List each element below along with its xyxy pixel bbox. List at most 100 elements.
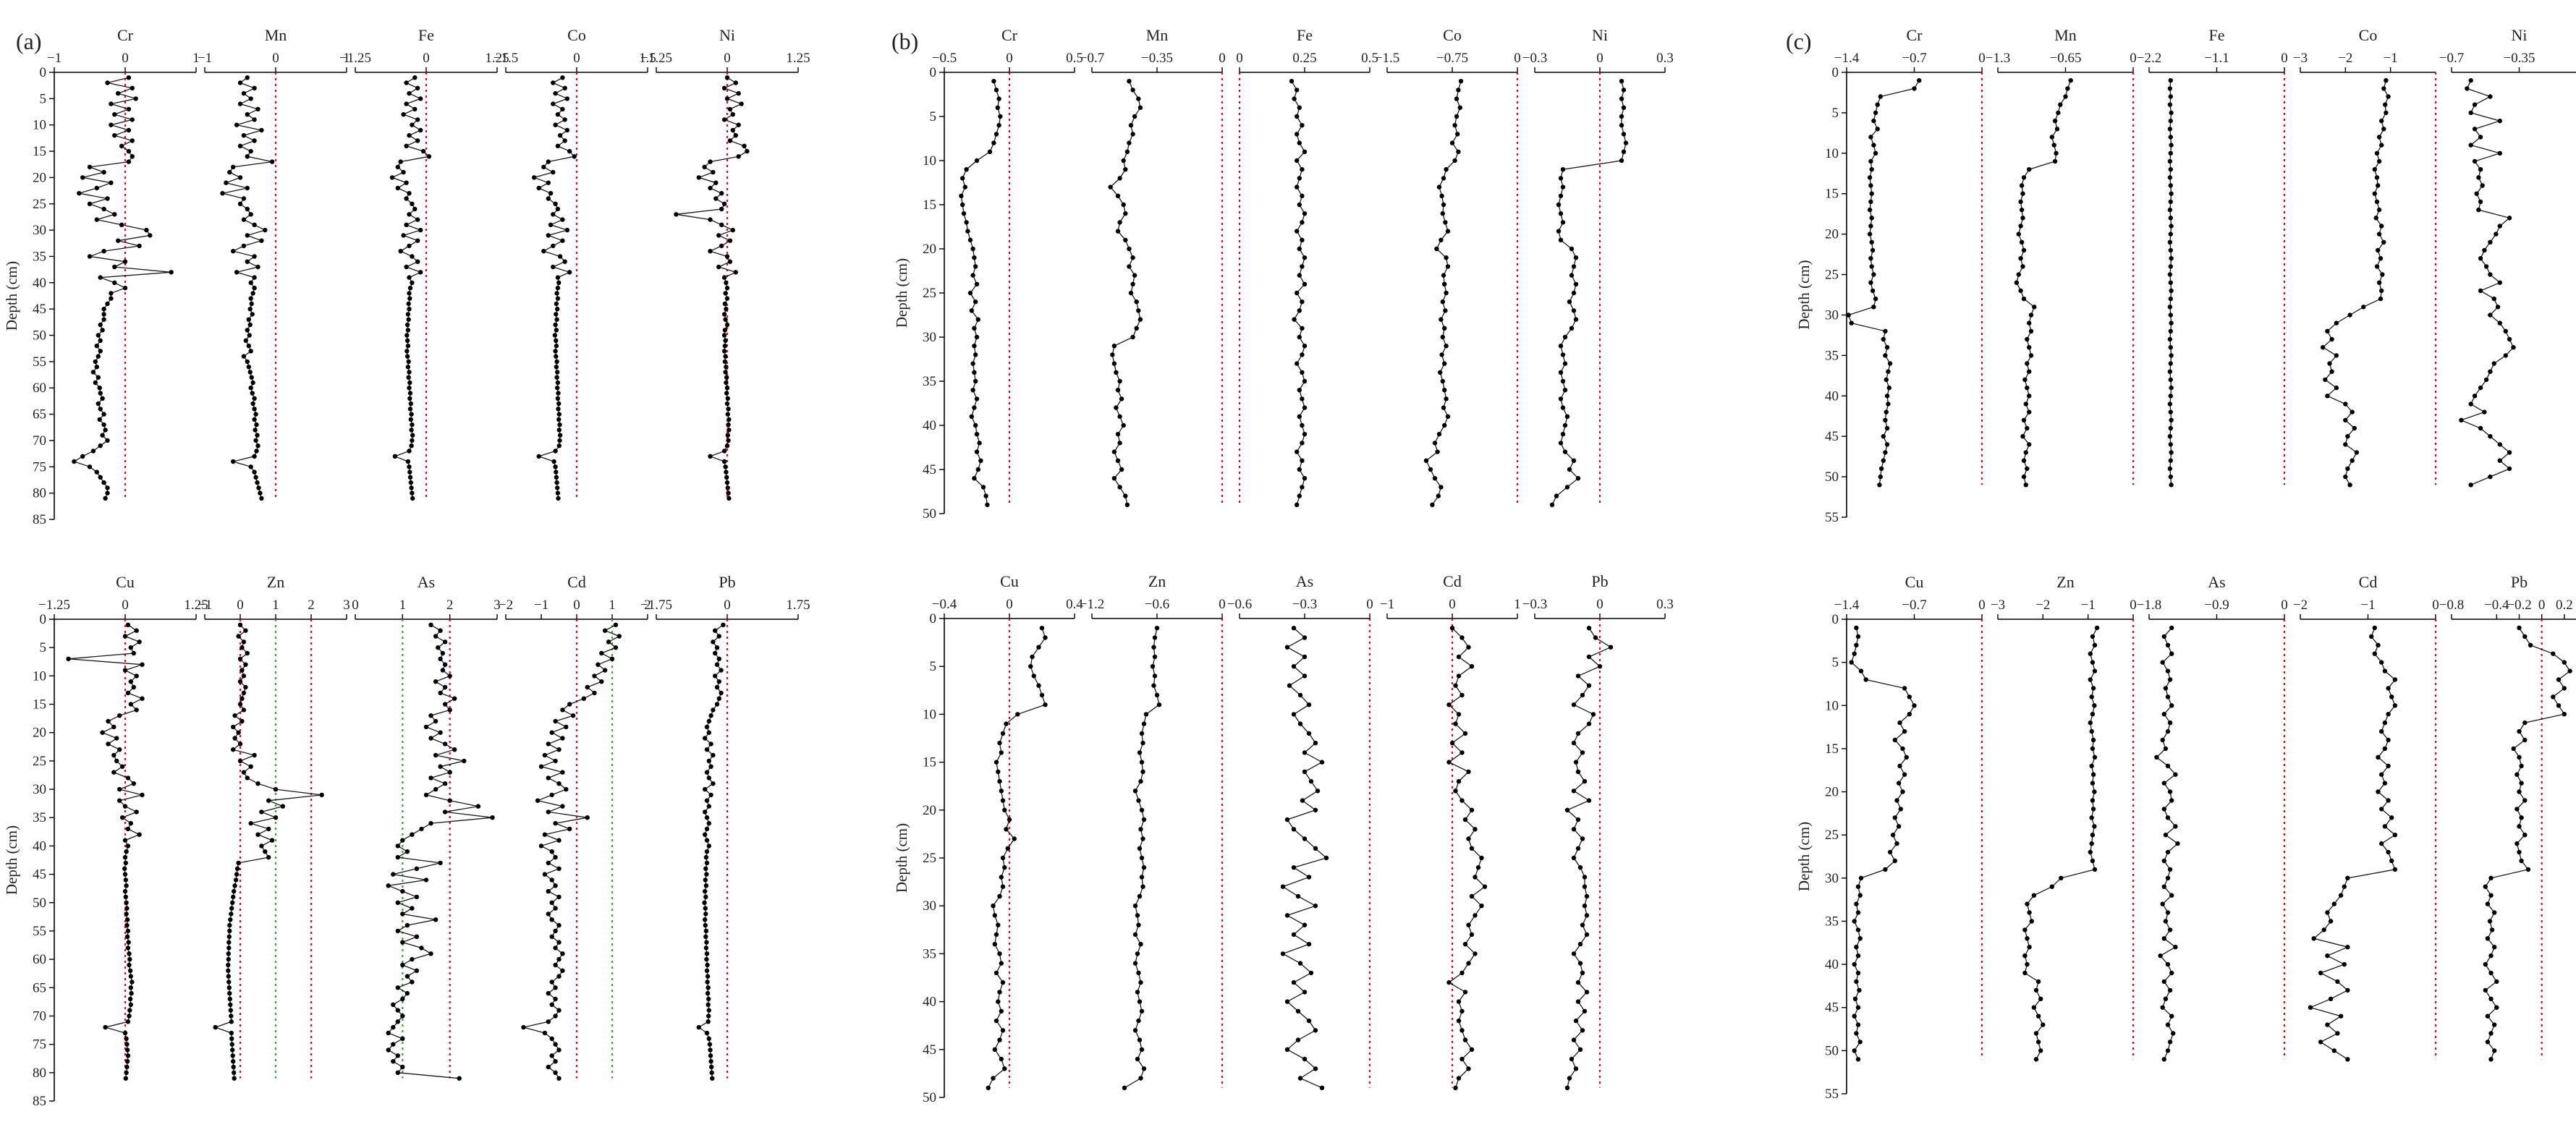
- y-tick-label: 25: [33, 754, 46, 769]
- data-point: [991, 1076, 996, 1081]
- data-point: [996, 769, 1001, 775]
- data-point: [2163, 746, 2169, 752]
- x-tick-label: 0: [2281, 598, 2288, 613]
- data-point: [1881, 336, 1886, 342]
- data-point: [1313, 807, 1318, 813]
- data-point: [2033, 1031, 2039, 1036]
- data-point: [1137, 1037, 1143, 1042]
- data-point: [2167, 789, 2173, 794]
- data-point: [404, 322, 410, 328]
- data-point: [80, 175, 85, 180]
- y-tick-label: 25: [923, 286, 936, 301]
- data-point: [723, 291, 728, 296]
- data-point: [716, 634, 721, 639]
- data-point: [1030, 654, 1035, 660]
- data-point: [554, 338, 559, 343]
- data-point: [442, 809, 448, 815]
- data-point: [1442, 422, 1447, 428]
- data-point: [997, 893, 1002, 899]
- subplot-a-pb: Pb−1.75 0 1.75: [640, 573, 810, 1081]
- data-point: [231, 894, 236, 900]
- data-point: [2468, 110, 2473, 116]
- data-point: [1302, 281, 1308, 286]
- data-point: [415, 259, 420, 264]
- data-point: [1459, 970, 1465, 976]
- data-point: [2485, 1013, 2491, 1019]
- data-point: [1569, 246, 1575, 252]
- profile-line: [72, 77, 171, 499]
- data-point: [535, 798, 541, 803]
- data-point: [2376, 280, 2382, 285]
- data-point: [2376, 158, 2382, 164]
- data-point: [280, 804, 285, 809]
- data-point: [1300, 422, 1305, 428]
- data-point: [2478, 425, 2483, 431]
- x-tick-label: 1: [1514, 597, 1521, 612]
- x-tick-label: −2: [2293, 598, 2308, 613]
- data-point: [2168, 118, 2173, 124]
- data-point: [124, 1059, 130, 1064]
- data-point: [1302, 769, 1308, 775]
- data-point: [1295, 361, 1300, 366]
- data-point: [412, 106, 418, 112]
- subplot-b-as: As−0.6 −0.3 0: [1227, 572, 1373, 1091]
- data-point: [1139, 1008, 1145, 1014]
- data-point: [1297, 692, 1303, 698]
- data-point: [407, 396, 412, 401]
- data-point: [1852, 996, 1858, 1002]
- data-point: [560, 75, 565, 80]
- data-point: [112, 133, 117, 138]
- data-point: [1884, 409, 1889, 415]
- data-point: [125, 622, 131, 627]
- data-point: [1457, 105, 1463, 110]
- data-point: [410, 422, 415, 428]
- data-point: [98, 443, 103, 449]
- data-point: [1878, 474, 1883, 480]
- data-point: [1560, 432, 1566, 437]
- data-point: [109, 291, 114, 296]
- data-point: [1564, 1085, 1570, 1091]
- data-point: [1297, 246, 1302, 252]
- y-tick-label: 45: [1825, 1000, 1839, 1016]
- data-point: [248, 464, 253, 469]
- y-tick-label: 55: [1825, 510, 1839, 525]
- x-tick-label: 0: [237, 598, 244, 613]
- data-point: [404, 354, 410, 359]
- data-point: [1141, 865, 1147, 870]
- data-point: [2090, 772, 2096, 777]
- x-tick-label: 1.5: [639, 51, 656, 66]
- data-point: [148, 233, 153, 238]
- data-point: [1900, 746, 1905, 752]
- data-point: [90, 449, 96, 454]
- data-point: [2089, 763, 2094, 769]
- data-point: [1469, 1047, 1475, 1053]
- data-point: [2052, 158, 2058, 164]
- data-point: [1456, 1018, 1462, 1024]
- data-point: [706, 820, 711, 826]
- data-point: [1875, 127, 1880, 132]
- data-point: [554, 354, 559, 359]
- data-point: [1870, 288, 1876, 294]
- data-point: [252, 254, 257, 259]
- data-point: [549, 979, 554, 985]
- data-point: [703, 888, 708, 894]
- data-point: [1473, 913, 1478, 918]
- data-point: [721, 201, 727, 206]
- y-tick-label: 35: [1825, 348, 1839, 363]
- data-point: [2165, 875, 2171, 881]
- data-point: [1462, 942, 1468, 947]
- data-point: [1573, 1066, 1579, 1071]
- data-point: [1567, 299, 1572, 305]
- data-point: [1004, 721, 1009, 726]
- data-point: [724, 280, 729, 285]
- data-point: [250, 391, 255, 396]
- y-tick-label: 10: [1825, 146, 1839, 161]
- data-point: [546, 990, 551, 996]
- data-point: [564, 127, 570, 133]
- data-point: [248, 96, 253, 101]
- data-point: [409, 443, 414, 449]
- data-point: [704, 838, 710, 843]
- data-point: [723, 317, 728, 322]
- data-point: [237, 741, 243, 747]
